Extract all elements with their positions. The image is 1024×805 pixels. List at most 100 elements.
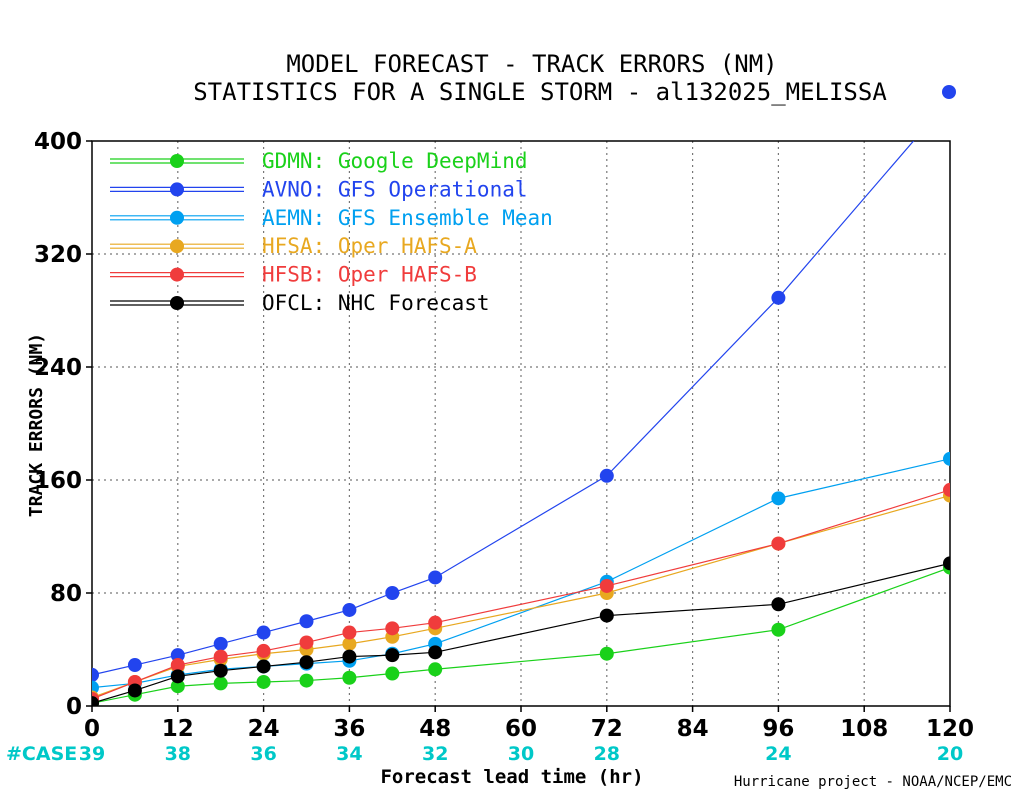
y-tick-label: 80 [50, 581, 82, 607]
legend-label: HFSA: Oper HAFS-A [262, 234, 477, 258]
data-point [771, 536, 786, 551]
y-axis-ticks: 0 80 160 240 320 400 [34, 129, 92, 720]
x-axis-label: Forecast lead time (hr) [380, 766, 643, 788]
data-point [771, 622, 786, 637]
legend-label: HFSB: Oper HAFS-B [262, 263, 477, 287]
legend-marker [170, 154, 184, 168]
x-tick-label: 48 [419, 716, 451, 742]
legend-item: AEMN: GFS Ensemble Mean [110, 206, 553, 230]
data-point [127, 658, 142, 673]
data-point [92, 696, 99, 706]
data-point [256, 643, 271, 658]
data-point [599, 608, 614, 623]
x-tick-label: 120 [926, 716, 974, 742]
case-count: 20 [937, 743, 963, 765]
data-point [943, 451, 950, 466]
data-point [342, 670, 357, 685]
data-point [599, 578, 614, 593]
data-point [943, 482, 950, 497]
legend-item: OFCL: NHC Forecast [110, 291, 490, 315]
data-point [943, 556, 950, 571]
legend-item: AVNO: GFS Operational [110, 177, 528, 201]
legend-marker [170, 210, 184, 225]
case-count: 36 [250, 743, 276, 765]
series-group [92, 141, 950, 706]
y-tick-label: 320 [34, 242, 82, 268]
series-4 [92, 482, 950, 706]
x-tick-label: 12 [162, 716, 194, 742]
legend-marker [170, 239, 184, 254]
data-point [213, 676, 228, 691]
legend-label: OFCL: NHC Forecast [262, 291, 490, 315]
data-point [428, 645, 443, 660]
data-point [342, 625, 357, 640]
y-tick-label: 240 [34, 355, 82, 381]
data-point [385, 621, 400, 636]
data-point [428, 662, 443, 677]
series-line [92, 562, 950, 704]
grid-lines [92, 141, 950, 706]
x-tick-label: 36 [333, 716, 365, 742]
y-tick-label: 400 [34, 129, 82, 155]
y-tick-label: 0 [66, 694, 82, 720]
legend-item: GDMN: Google DeepMind [110, 149, 528, 173]
series-line [92, 494, 950, 699]
x-tick-label: 24 [248, 716, 280, 742]
data-point [342, 602, 357, 617]
legend-label: AVNO: GFS Operational [262, 177, 528, 201]
x-tick-label: 96 [762, 716, 794, 742]
x-tick-label: 84 [677, 716, 709, 742]
legend-label: GDMN: Google DeepMind [262, 149, 528, 173]
chart-subtitle: STATISTICS FOR A SINGLE STORM - al132025… [193, 78, 887, 106]
y-tick-label: 160 [34, 468, 82, 494]
legend-marker [170, 296, 184, 310]
case-label: #CASE [6, 743, 77, 765]
data-point [385, 666, 400, 681]
series-1 [92, 141, 915, 682]
credit-text: Hurricane project - NOAA/NCEP/EMC [734, 774, 1012, 790]
data-point [256, 674, 271, 689]
title-marker-dot [942, 85, 956, 99]
series-5 [92, 556, 950, 706]
data-point [771, 491, 786, 506]
data-point [170, 679, 185, 694]
data-point [170, 648, 185, 663]
chart-title: MODEL FORECAST - TRACK ERRORS (NM) [286, 50, 777, 78]
data-point [170, 658, 185, 673]
data-point [342, 649, 357, 664]
series-line [92, 567, 950, 704]
legend-item: HFSB: Oper HAFS-B [110, 263, 477, 287]
case-count: 24 [765, 743, 791, 765]
data-point [428, 570, 443, 585]
x-tick-label: 60 [505, 716, 537, 742]
y-axis-label: TRACK ERRORS (NM) [26, 333, 47, 517]
case-counts: #CASE 39 38 36 34 32 30 28 24 20 [6, 743, 963, 765]
legend-marker [170, 267, 184, 282]
case-count: 38 [165, 743, 191, 765]
data-point [213, 663, 228, 678]
data-point [256, 659, 271, 674]
data-point [599, 646, 614, 661]
legend-marker [170, 182, 184, 197]
case-count: 28 [594, 743, 620, 765]
data-point [599, 468, 614, 483]
data-point [299, 673, 314, 688]
data-point [127, 683, 142, 698]
x-tick-label: 72 [591, 716, 623, 742]
data-point [428, 615, 443, 630]
data-point [299, 635, 314, 650]
data-point [342, 636, 357, 651]
legend: GDMN: Google DeepMind AVNO: GFS Operation… [110, 149, 553, 315]
data-point [771, 290, 786, 305]
x-tick-label: 108 [840, 716, 888, 742]
x-tick-label: 0 [84, 716, 100, 742]
legend-item: HFSA: Oper HAFS-A [110, 234, 477, 258]
series-line [92, 489, 950, 700]
case-count: 32 [422, 743, 448, 765]
data-point [299, 655, 314, 670]
legend-label: AEMN: GFS Ensemble Mean [262, 206, 553, 230]
data-point [92, 667, 99, 682]
data-point [213, 649, 228, 664]
series-line [92, 141, 915, 676]
data-point [385, 648, 400, 663]
